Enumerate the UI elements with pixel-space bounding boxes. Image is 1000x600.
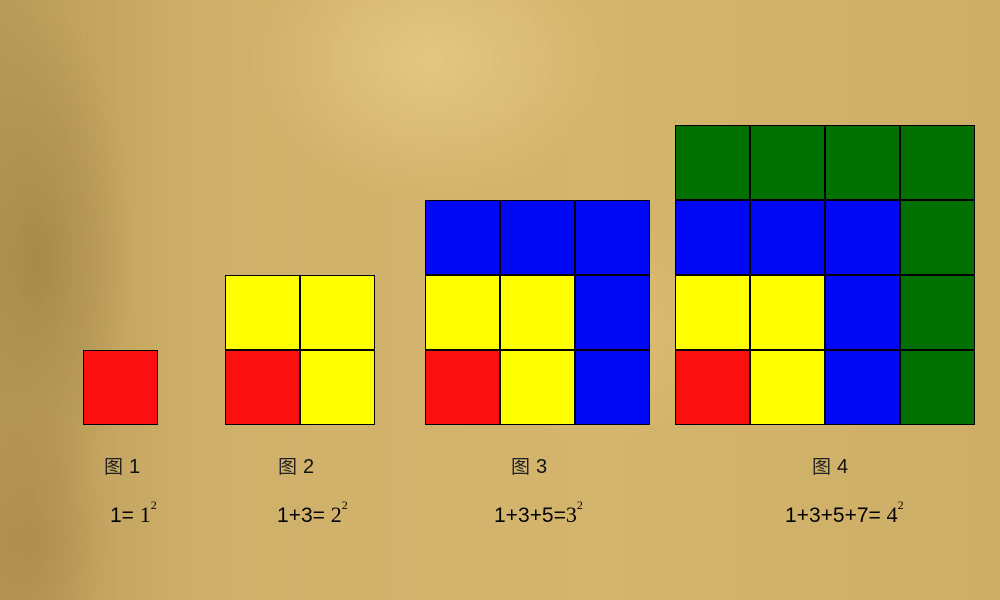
red-square xyxy=(675,350,750,425)
yellow-square xyxy=(500,275,575,350)
yellow-square xyxy=(675,275,750,350)
green-square xyxy=(900,350,975,425)
blue-square xyxy=(675,200,750,275)
red-square xyxy=(425,350,500,425)
yellow-square xyxy=(425,275,500,350)
blue-square xyxy=(825,350,900,425)
green-square xyxy=(900,275,975,350)
figure-2-equation: 1+3= 22 xyxy=(277,498,348,527)
figure-1-equation: 1= 12 xyxy=(110,498,157,527)
blue-square xyxy=(825,200,900,275)
green-square xyxy=(675,125,750,200)
figure-4-equation: 1+3+5+7= 42 xyxy=(785,498,904,527)
yellow-square xyxy=(750,350,825,425)
green-square xyxy=(900,125,975,200)
yellow-square xyxy=(225,275,300,350)
green-square xyxy=(825,125,900,200)
figure-3-equation: 1+3+5=32 xyxy=(494,498,583,527)
blue-square xyxy=(825,275,900,350)
blue-square xyxy=(575,350,650,425)
yellow-square xyxy=(300,350,375,425)
blue-square xyxy=(575,200,650,275)
red-square xyxy=(225,350,300,425)
yellow-square xyxy=(500,350,575,425)
yellow-square xyxy=(300,275,375,350)
blue-square xyxy=(575,275,650,350)
blue-square xyxy=(750,200,825,275)
blue-square xyxy=(500,200,575,275)
green-square xyxy=(900,200,975,275)
red-square xyxy=(83,350,158,425)
green-square xyxy=(750,125,825,200)
blue-square xyxy=(425,200,500,275)
yellow-square xyxy=(750,275,825,350)
